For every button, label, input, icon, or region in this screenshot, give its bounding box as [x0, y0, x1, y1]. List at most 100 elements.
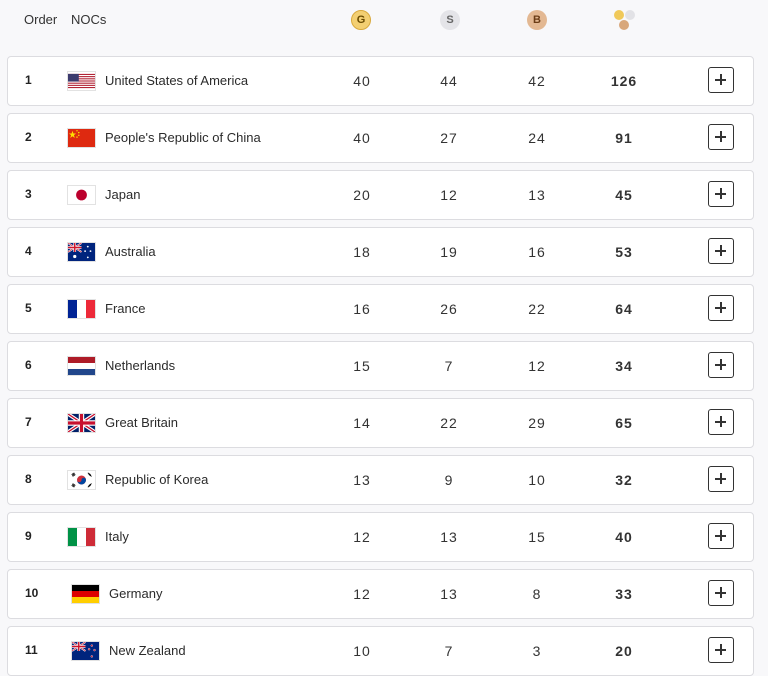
country-name: Italy	[105, 529, 129, 544]
total-count: 53	[615, 244, 633, 260]
country-name: Germany	[109, 586, 163, 601]
gold-count: 12	[353, 586, 371, 602]
silver-count: 7	[444, 358, 454, 374]
bronze-medal-icon[interactable]: B	[527, 10, 547, 30]
table-row[interactable]: 4 Australia 18 19 16 53	[7, 227, 754, 277]
gold-count: 20	[353, 187, 371, 203]
table-row[interactable]: 7 Great Britain 14 22 29 65	[7, 398, 754, 448]
table-row[interactable]: 3 Japan 20 12 13 45	[7, 170, 754, 220]
silver-count: 22	[440, 415, 458, 431]
table-row[interactable]: 9 Italy 12 13 15 40	[7, 512, 754, 562]
table-row[interactable]: 2 People's Republic of China 40 27 24 91	[7, 113, 754, 163]
france-flag-icon	[68, 300, 95, 318]
expand-plus-button[interactable]	[708, 67, 734, 93]
total-count: 33	[615, 586, 633, 602]
rank-number: 7	[25, 415, 32, 429]
new-zealand-flag-icon	[72, 642, 99, 660]
country-name: New Zealand	[109, 643, 186, 658]
silver-count: 44	[440, 73, 458, 89]
order-column-header[interactable]: Order	[24, 12, 58, 27]
rank-number: 2	[25, 130, 32, 144]
expand-plus-button[interactable]	[708, 637, 734, 663]
gold-count: 13	[353, 472, 371, 488]
netherlands-flag-icon	[68, 357, 95, 375]
rank-number: 8	[25, 472, 32, 486]
country-name: United States of America	[105, 73, 249, 88]
bronze-count: 22	[528, 301, 546, 317]
table-row[interactable]: 11 New Zealand 10 7 3 20	[7, 626, 754, 676]
rank-number: 9	[25, 529, 32, 543]
gold-count: 15	[353, 358, 371, 374]
total-medals-icon[interactable]	[614, 10, 638, 32]
bronze-count: 15	[528, 529, 546, 545]
bronze-count: 42	[528, 73, 546, 89]
bronze-count: 16	[528, 244, 546, 260]
country-name: Great Britain	[105, 415, 178, 430]
table-row[interactable]: 10 Germany 12 13 8 33	[7, 569, 754, 619]
bronze-count: 10	[528, 472, 546, 488]
rank-number: 3	[25, 187, 32, 201]
rank-number: 5	[25, 301, 32, 315]
gold-count: 18	[353, 244, 371, 260]
expand-plus-button[interactable]	[708, 466, 734, 492]
silver-count: 13	[440, 586, 458, 602]
table-row[interactable]: 1 United States of America 40 44 42 126	[7, 56, 754, 106]
bronze-count: 3	[532, 643, 542, 659]
silver-count: 12	[440, 187, 458, 203]
silver-count: 13	[440, 529, 458, 545]
japan-flag-icon	[68, 186, 95, 204]
silver-count: 27	[440, 130, 458, 146]
silver-count: 9	[444, 472, 454, 488]
expand-plus-button[interactable]	[708, 238, 734, 264]
gold-count: 40	[353, 73, 371, 89]
expand-plus-button[interactable]	[708, 580, 734, 606]
bronze-count: 13	[528, 187, 546, 203]
table-row[interactable]: 6 Netherlands 15 7 12 34	[7, 341, 754, 391]
country-name: People's Republic of China	[105, 130, 261, 145]
gold-medal-icon[interactable]: G	[351, 10, 371, 30]
table-row[interactable]: 5 France 16 26 22 64	[7, 284, 754, 334]
bronze-count: 29	[528, 415, 546, 431]
rank-number: 11	[25, 643, 38, 657]
silver-count: 26	[440, 301, 458, 317]
italy-flag-icon	[68, 528, 95, 546]
bronze-count: 12	[528, 358, 546, 374]
nocs-column-header[interactable]: NOCs	[71, 12, 107, 27]
country-name: Republic of Korea	[105, 472, 209, 487]
total-count: 65	[615, 415, 633, 431]
total-count: 34	[615, 358, 633, 374]
great-britain-flag-icon	[68, 414, 95, 432]
china-flag-icon	[68, 129, 95, 147]
gold-count: 12	[353, 529, 371, 545]
country-name: Netherlands	[105, 358, 176, 373]
gold-count: 40	[353, 130, 371, 146]
silver-count: 7	[444, 643, 454, 659]
total-count: 32	[615, 472, 633, 488]
total-count: 64	[615, 301, 633, 317]
country-name: Australia	[105, 244, 156, 259]
total-count: 20	[615, 643, 633, 659]
expand-plus-button[interactable]	[708, 181, 734, 207]
gold-count: 16	[353, 301, 371, 317]
total-count: 40	[615, 529, 633, 545]
expand-plus-button[interactable]	[708, 523, 734, 549]
total-count: 45	[615, 187, 633, 203]
total-count: 126	[610, 73, 638, 89]
total-count: 91	[615, 130, 633, 146]
country-name: Japan	[105, 187, 141, 202]
bronze-count: 8	[532, 586, 542, 602]
silver-count: 19	[440, 244, 458, 260]
expand-plus-button[interactable]	[708, 352, 734, 378]
rank-number: 4	[25, 244, 32, 258]
gold-count: 14	[353, 415, 371, 431]
usa-flag-icon	[68, 72, 95, 90]
expand-plus-button[interactable]	[708, 124, 734, 150]
bronze-count: 24	[528, 130, 546, 146]
expand-plus-button[interactable]	[708, 295, 734, 321]
expand-plus-button[interactable]	[708, 409, 734, 435]
rank-number: 1	[25, 73, 32, 87]
country-name: France	[105, 301, 146, 316]
table-row[interactable]: 8 Republic of Korea 13 9 10 32	[7, 455, 754, 505]
germany-flag-icon	[72, 585, 99, 603]
silver-medal-icon[interactable]: S	[440, 10, 460, 30]
